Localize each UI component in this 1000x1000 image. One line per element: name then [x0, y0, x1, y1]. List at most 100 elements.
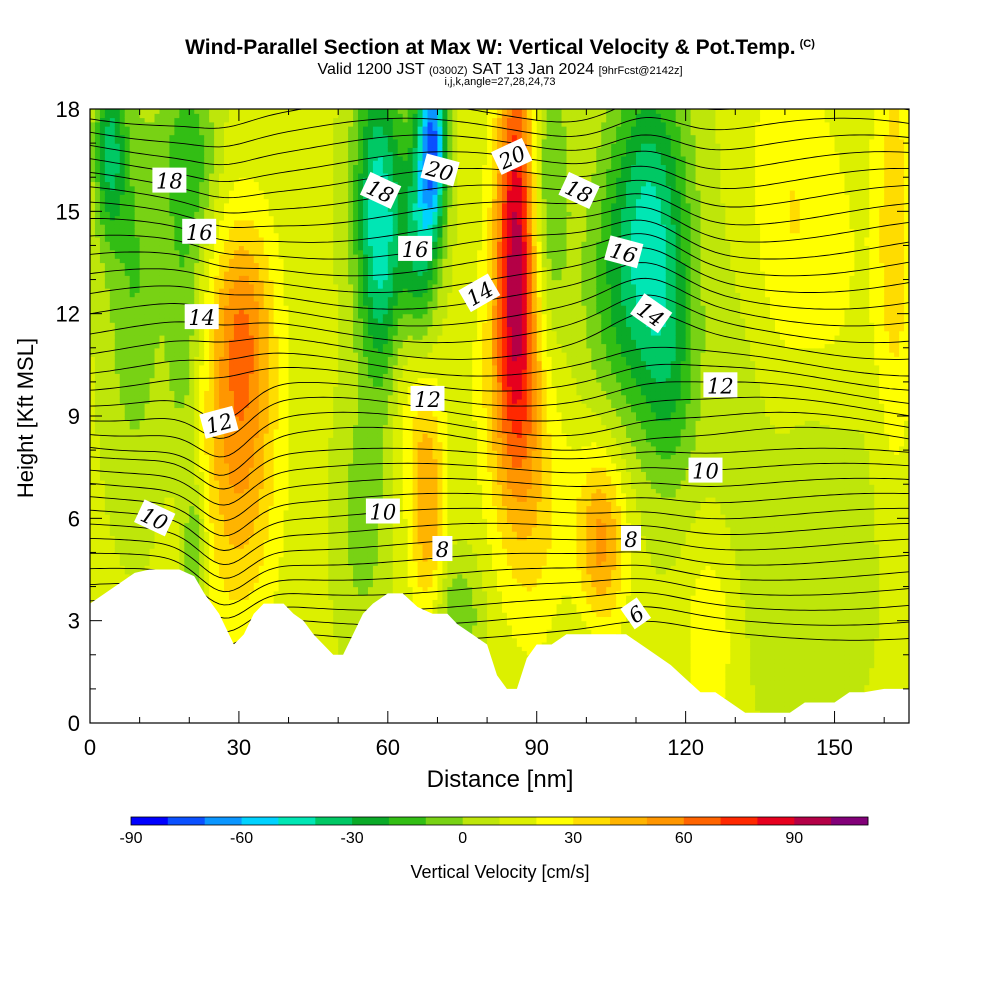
velocity-cell	[159, 199, 165, 204]
velocity-cell	[249, 425, 255, 430]
velocity-cell	[169, 501, 175, 506]
velocity-cell	[254, 412, 260, 417]
velocity-cell	[155, 156, 161, 161]
velocity-cell	[169, 535, 175, 540]
velocity-cell	[229, 446, 235, 451]
velocity-cell	[159, 318, 165, 323]
velocity-cell	[209, 565, 215, 570]
velocity-cell	[219, 118, 225, 123]
velocity-cell	[259, 506, 265, 511]
velocity-cell	[229, 348, 235, 353]
velocity-cell	[209, 109, 215, 114]
velocity-cell	[184, 390, 190, 395]
velocity-cell	[194, 467, 200, 472]
velocity-cell	[229, 284, 235, 289]
velocity-cell	[194, 565, 200, 570]
velocity-cell	[194, 369, 200, 374]
velocity-cell	[214, 113, 220, 118]
velocity-cell	[249, 386, 255, 391]
velocity-cell	[184, 373, 190, 378]
velocity-cell	[150, 454, 156, 459]
velocity-cell	[159, 250, 165, 255]
velocity-cell	[150, 109, 156, 114]
velocity-cell	[159, 203, 165, 208]
velocity-cell	[140, 233, 146, 238]
velocity-cell	[110, 365, 116, 370]
velocity-cell	[150, 156, 156, 161]
velocity-cell	[184, 561, 190, 566]
velocity-cell	[125, 471, 131, 476]
velocity-cell	[244, 322, 250, 327]
velocity-cell	[254, 510, 260, 515]
velocity-cell	[184, 369, 190, 374]
velocity-cell	[254, 211, 260, 216]
velocity-cell	[194, 126, 200, 131]
velocity-cell	[229, 241, 235, 246]
velocity-cell	[115, 118, 121, 123]
velocity-cell	[90, 570, 96, 575]
velocity-cell	[194, 540, 200, 545]
velocity-cell	[194, 152, 200, 157]
velocity-cell	[224, 139, 230, 144]
velocity-cell	[254, 578, 260, 583]
velocity-cell	[164, 271, 170, 276]
velocity-cell	[219, 476, 225, 481]
velocity-cell	[249, 331, 255, 336]
velocity-cell	[204, 156, 210, 161]
velocity-cell	[110, 284, 116, 289]
velocity-cell	[105, 224, 111, 229]
velocity-cell	[234, 280, 240, 285]
velocity-cell	[224, 122, 230, 127]
velocity-cell	[214, 267, 220, 272]
velocity-cell	[130, 139, 136, 144]
velocity-cell	[90, 335, 96, 340]
velocity-cell	[224, 216, 230, 221]
velocity-cell	[214, 109, 220, 114]
velocity-cell	[239, 497, 245, 502]
velocity-cell	[224, 228, 230, 233]
velocity-cell	[259, 548, 265, 553]
velocity-cell	[229, 169, 235, 174]
velocity-cell	[219, 344, 225, 349]
velocity-cell	[254, 301, 260, 306]
velocity-cell	[234, 378, 240, 383]
velocity-cell	[105, 531, 111, 536]
velocity-cell	[110, 399, 116, 404]
velocity-cell	[169, 442, 175, 447]
velocity-cell	[110, 143, 116, 148]
velocity-cell	[209, 463, 215, 468]
velocity-cell	[90, 442, 96, 447]
velocity-cell	[120, 280, 126, 285]
velocity-cell	[189, 548, 195, 553]
velocity-cell	[239, 331, 245, 336]
velocity-cell	[244, 399, 250, 404]
velocity-cell	[194, 339, 200, 344]
velocity-cell	[219, 390, 225, 395]
velocity-cell	[184, 450, 190, 455]
velocity-cell	[194, 169, 200, 174]
velocity-cell	[135, 228, 141, 233]
velocity-cell	[169, 540, 175, 545]
velocity-cell	[234, 233, 240, 238]
velocity-cell	[234, 399, 240, 404]
velocity-cell	[249, 233, 255, 238]
velocity-cell	[105, 241, 111, 246]
velocity-cell	[155, 109, 161, 114]
velocity-cell	[194, 459, 200, 464]
velocity-cell	[95, 561, 101, 566]
velocity-cell	[179, 135, 185, 140]
velocity-cell	[249, 348, 255, 353]
velocity-cell	[214, 173, 220, 178]
velocity-cell	[204, 493, 210, 498]
velocity-cell	[189, 143, 195, 148]
velocity-cell	[95, 263, 101, 268]
velocity-cell	[174, 305, 180, 310]
velocity-cell	[229, 621, 235, 626]
velocity-cell	[239, 314, 245, 319]
velocity-cell	[219, 309, 225, 314]
velocity-cell	[155, 454, 161, 459]
velocity-cell	[229, 361, 235, 366]
velocity-cell	[110, 518, 116, 523]
velocity-cell	[150, 480, 156, 485]
velocity-cell	[125, 322, 131, 327]
